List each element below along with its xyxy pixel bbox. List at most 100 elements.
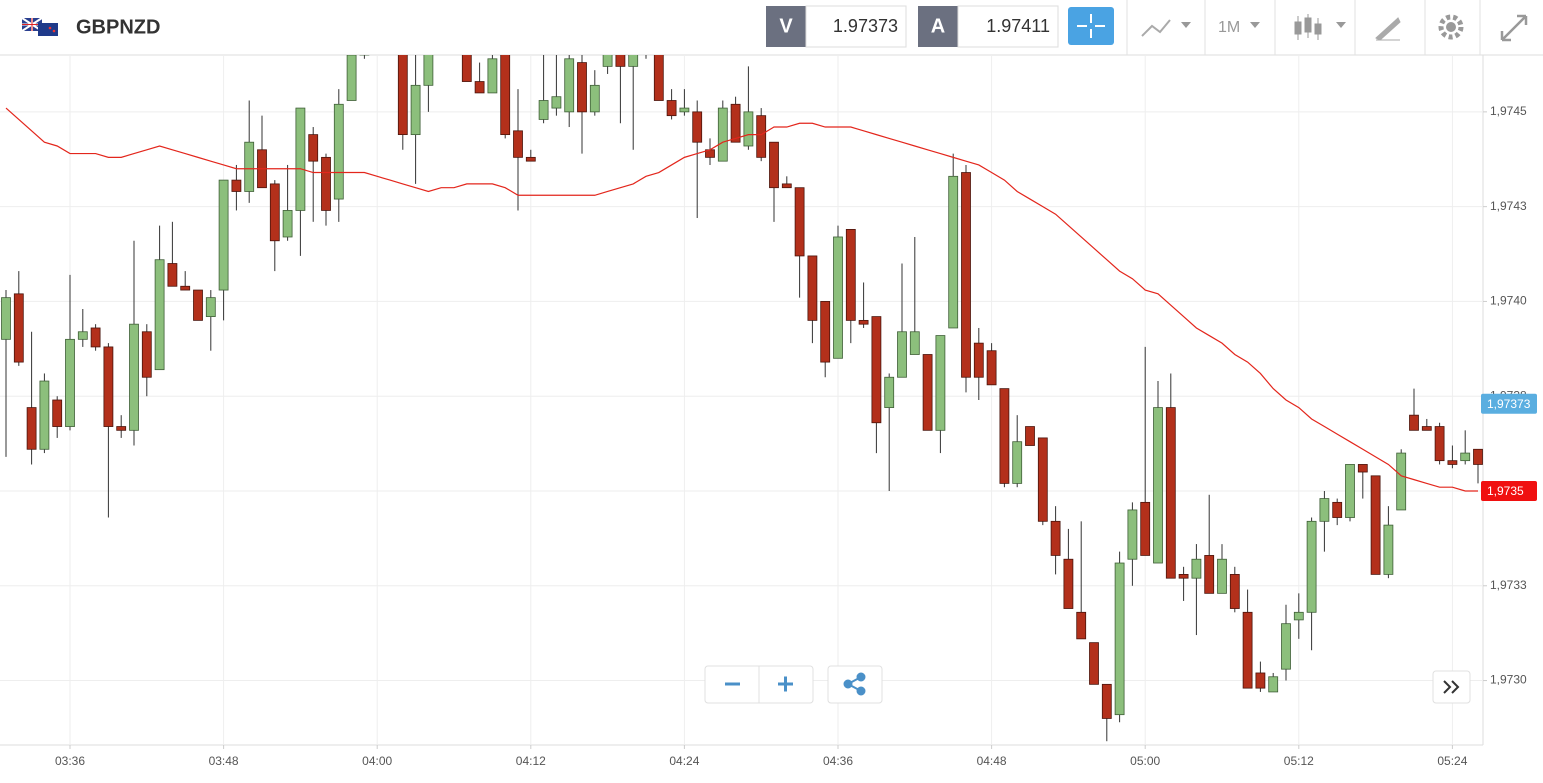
candle-body-down (730, 103, 741, 143)
candle-body-down (1165, 407, 1176, 579)
candle-body-up (1396, 452, 1407, 511)
candle-body-down (52, 399, 63, 427)
ask-value-box (957, 5, 1059, 48)
bid-value-box (805, 5, 907, 48)
candle-body-down (474, 81, 485, 94)
x-tick-label: 04:36 (823, 754, 853, 768)
candle-body-up (1114, 562, 1125, 716)
candle-body-down (397, 55, 408, 136)
candle-body-up (1306, 520, 1317, 613)
candle-body-down (26, 407, 37, 450)
candle-body-up (589, 84, 600, 113)
candle-body-down (1037, 437, 1048, 522)
candle-body-down (794, 187, 805, 257)
candle-body-up (282, 210, 293, 238)
y-tick-label: 1,9745 (1490, 104, 1527, 118)
chart-type-button[interactable] (1294, 14, 1322, 40)
share-box (827, 665, 883, 704)
candle-body-down (308, 134, 319, 162)
scroll-end-button[interactable] (1443, 680, 1460, 694)
candle-body-up (884, 376, 895, 408)
candle-body-up (1191, 558, 1202, 579)
candle-body-up (628, 55, 639, 67)
fullscreen-button[interactable] (1500, 14, 1528, 42)
candle-body-up (244, 141, 255, 192)
candle-body-up (346, 55, 357, 101)
candle-body-down (577, 62, 587, 113)
x-tick-label: 03:36 (55, 754, 85, 768)
candle-body-up (1153, 407, 1163, 564)
candle-body-up (948, 175, 959, 329)
candle-body-down (1229, 573, 1240, 609)
candle-body-up (538, 100, 549, 120)
candle-body-down (820, 301, 831, 363)
caret (1336, 22, 1346, 28)
settings-button[interactable] (1438, 14, 1464, 40)
candle-body-down (1178, 573, 1189, 579)
zoom-in[interactable] (778, 676, 793, 692)
share-button[interactable] (843, 672, 866, 696)
candle-body-up (1460, 452, 1471, 462)
candle-body-up (205, 297, 216, 317)
candle-body-up (602, 55, 613, 67)
crosshair-icon (1077, 14, 1105, 38)
candle-body-down (769, 141, 779, 189)
crosshair-button[interactable] (1068, 7, 1114, 45)
candle-body-down (1089, 642, 1099, 685)
candle-body-down (615, 55, 626, 67)
candle-body-up (1345, 464, 1355, 518)
candle-body-down (692, 111, 703, 143)
x-tick-label: 05:12 (1284, 754, 1314, 768)
candle-body-down (269, 183, 280, 242)
x-tick-label: 05:24 (1437, 754, 1467, 768)
x-tick-label: 03:48 (209, 754, 239, 768)
candle-body-up (1012, 441, 1023, 484)
candle-body-down (90, 327, 101, 348)
candle-body-up (679, 107, 690, 113)
candle-body-up (1319, 498, 1330, 522)
candle-body-down (500, 55, 511, 136)
axis-labels: 1,97301,97331,97351,97381,97401,97431,97… (55, 104, 1537, 768)
candle-body-down (1357, 464, 1368, 473)
candle-body-down (1255, 672, 1266, 689)
candle-body-up (333, 103, 344, 200)
candle-body-up (295, 107, 306, 211)
candle-body-up (833, 236, 843, 359)
candle-body-down (1101, 683, 1112, 719)
candle-body-down (756, 115, 767, 158)
candle-body-up (1281, 623, 1291, 670)
x-tick-label: 04:12 (516, 754, 546, 768)
price-marker-label: 1,97373 (1487, 397, 1531, 411)
bid-box[interactable] (766, 6, 806, 47)
candle-body-down (1434, 426, 1445, 462)
candle-body-up (1268, 676, 1279, 693)
candle-body-down (666, 100, 677, 117)
candle-body-up (909, 331, 920, 355)
candle-body-down (973, 342, 984, 378)
candle-body-up (1, 297, 11, 340)
candle-body-down (1242, 611, 1253, 689)
y-tick-label: 1,9730 (1490, 673, 1527, 687)
ask-box[interactable] (918, 6, 958, 47)
candle-body-down (1447, 460, 1458, 465)
x-tick-label: 04:24 (669, 754, 699, 768)
scroll-end-box (1432, 670, 1471, 704)
draw-button[interactable] (1375, 17, 1401, 41)
candle-body-up (410, 84, 421, 136)
candle-body-up (897, 331, 907, 378)
indicators-button[interactable] (1141, 19, 1171, 37)
candle-body-down (180, 285, 191, 291)
separators (1126, 0, 1481, 55)
timeframe[interactable]: 1M (1218, 19, 1240, 36)
y-tick-label: 1,9743 (1490, 199, 1527, 213)
y-tick-label: 1,9733 (1490, 578, 1527, 592)
candle-body-down (13, 293, 24, 363)
candle-body-down (781, 183, 792, 189)
candle-body-down (321, 156, 331, 211)
candle-body-down (141, 331, 152, 378)
candle-body-up (1127, 509, 1138, 560)
candle-body-up (39, 380, 50, 450)
candle-body-down (807, 255, 818, 321)
